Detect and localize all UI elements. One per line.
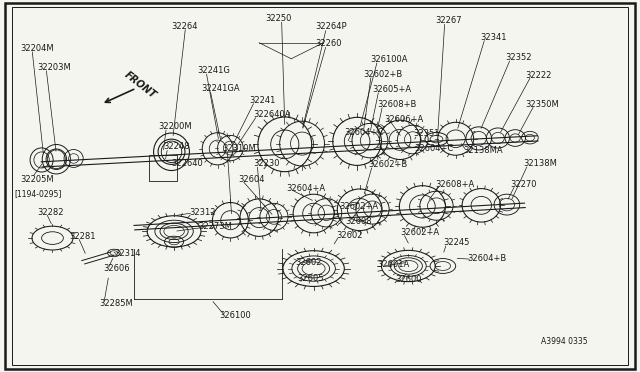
Text: 326100: 326100	[219, 311, 251, 320]
Text: 32250: 32250	[266, 14, 292, 23]
Text: 32267: 32267	[435, 16, 462, 25]
Text: 322640: 322640	[172, 159, 204, 168]
Text: 32350M: 32350M	[525, 100, 559, 109]
Text: 32604: 32604	[238, 175, 264, 184]
Text: 32604+B: 32604+B	[467, 254, 506, 263]
Text: 32314: 32314	[114, 249, 140, 258]
Text: 32605: 32605	[298, 274, 324, 283]
Text: 32600: 32600	[396, 275, 422, 284]
Text: 32230: 32230	[253, 159, 279, 168]
Text: 32203M: 32203M	[37, 63, 71, 72]
Text: 32608+A: 32608+A	[435, 180, 474, 189]
Text: 32285M: 32285M	[99, 299, 133, 308]
Text: 32312: 32312	[189, 208, 215, 217]
Text: 32200M: 32200M	[159, 122, 193, 131]
Text: 32602+B: 32602+B	[364, 70, 403, 79]
Text: 32248: 32248	[163, 142, 189, 151]
Text: 32602+A: 32602+A	[339, 202, 378, 211]
Text: 32604+C: 32604+C	[344, 128, 383, 137]
Bar	[149, 155, 177, 181]
Text: FRONT: FRONT	[123, 70, 158, 100]
Text: 32204M: 32204M	[20, 44, 54, 53]
Text: 32270: 32270	[511, 180, 537, 189]
Text: 32605+A: 32605+A	[372, 85, 412, 94]
Text: 32351: 32351	[413, 129, 439, 138]
Text: 32604+A: 32604+A	[287, 185, 326, 193]
Text: [1194-0295]: [1194-0295]	[14, 189, 61, 198]
Text: 32601A: 32601A	[378, 260, 410, 269]
Text: 32205M: 32205M	[20, 175, 54, 184]
Text: 32245: 32245	[443, 238, 469, 247]
Text: 32138M: 32138M	[524, 159, 557, 168]
Text: 32273M: 32273M	[198, 222, 232, 231]
Text: 32602: 32602	[296, 258, 322, 267]
Text: 32260: 32260	[315, 39, 341, 48]
Text: 32606: 32606	[104, 264, 131, 273]
Text: 32602+A: 32602+A	[400, 228, 439, 237]
Text: 32241GA: 32241GA	[202, 84, 240, 93]
Text: 32606+A: 32606+A	[384, 115, 423, 124]
Text: 32341: 32341	[480, 33, 506, 42]
Text: 32222: 32222	[525, 71, 551, 80]
Text: 32264: 32264	[172, 22, 198, 31]
Text: 32281: 32281	[69, 232, 95, 241]
Text: 32608: 32608	[346, 217, 372, 226]
Text: 32602: 32602	[336, 231, 362, 240]
Text: 326100A: 326100A	[370, 55, 408, 64]
Text: 32602+B: 32602+B	[368, 160, 407, 169]
Text: 32608+B: 32608+B	[378, 100, 417, 109]
Text: 32352: 32352	[506, 53, 532, 62]
Text: 32241G: 32241G	[197, 66, 230, 75]
Text: 32264P: 32264P	[315, 22, 346, 31]
Text: A3994 0335: A3994 0335	[541, 337, 588, 346]
Text: 32604+C: 32604+C	[415, 144, 454, 153]
Text: 32310M: 32310M	[223, 144, 257, 153]
Text: 322640A: 322640A	[253, 110, 291, 119]
Text: 32241: 32241	[250, 96, 276, 105]
Text: 32138MA: 32138MA	[463, 146, 503, 155]
Text: 32282: 32282	[37, 208, 63, 217]
